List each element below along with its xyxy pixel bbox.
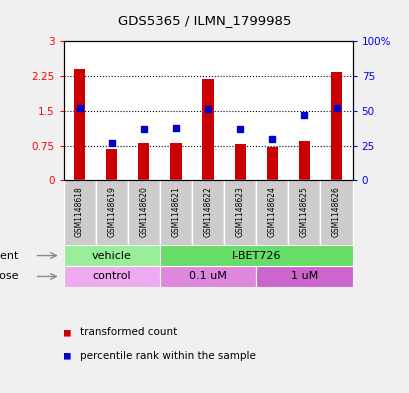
Bar — [138, 143, 149, 180]
Bar — [266, 147, 277, 180]
Bar — [320, 180, 352, 245]
Bar — [63, 266, 160, 287]
Bar — [128, 180, 160, 245]
Text: GSM1148619: GSM1148619 — [107, 186, 116, 237]
Text: GSM1148620: GSM1148620 — [139, 186, 148, 237]
Text: ■: ■ — [63, 351, 70, 361]
Text: percentile rank within the sample: percentile rank within the sample — [80, 351, 255, 361]
Bar — [160, 180, 191, 245]
Text: GSM1148624: GSM1148624 — [267, 186, 276, 237]
Text: GSM1148621: GSM1148621 — [171, 186, 180, 237]
Bar — [256, 266, 352, 287]
Bar — [224, 180, 256, 245]
Bar — [202, 79, 213, 180]
Text: transformed count: transformed count — [80, 327, 177, 337]
Text: 1 uM: 1 uM — [290, 272, 317, 281]
Text: GSM1148622: GSM1148622 — [203, 186, 212, 237]
Text: GSM1148625: GSM1148625 — [299, 186, 308, 237]
Bar — [330, 72, 342, 180]
Bar — [63, 245, 160, 266]
Bar — [298, 141, 309, 180]
Text: I-BET726: I-BET726 — [231, 251, 280, 261]
Bar — [95, 180, 128, 245]
Bar — [63, 180, 95, 245]
Text: dose: dose — [0, 272, 19, 281]
Bar — [191, 180, 224, 245]
Bar — [106, 149, 117, 180]
Bar — [160, 245, 352, 266]
Text: GSM1148626: GSM1148626 — [331, 186, 340, 237]
Bar — [170, 143, 181, 180]
Text: GSM1148618: GSM1148618 — [75, 186, 84, 237]
Text: ■: ■ — [63, 327, 70, 337]
Text: control: control — [92, 272, 131, 281]
Bar — [288, 180, 320, 245]
Bar — [234, 144, 245, 180]
Text: GSM1148623: GSM1148623 — [235, 186, 244, 237]
Bar — [74, 69, 85, 180]
Bar — [256, 180, 288, 245]
Text: GDS5365 / ILMN_1799985: GDS5365 / ILMN_1799985 — [118, 14, 291, 27]
Text: vehicle: vehicle — [92, 251, 131, 261]
Bar — [160, 266, 256, 287]
Text: agent: agent — [0, 251, 19, 261]
Text: 0.1 uM: 0.1 uM — [189, 272, 227, 281]
